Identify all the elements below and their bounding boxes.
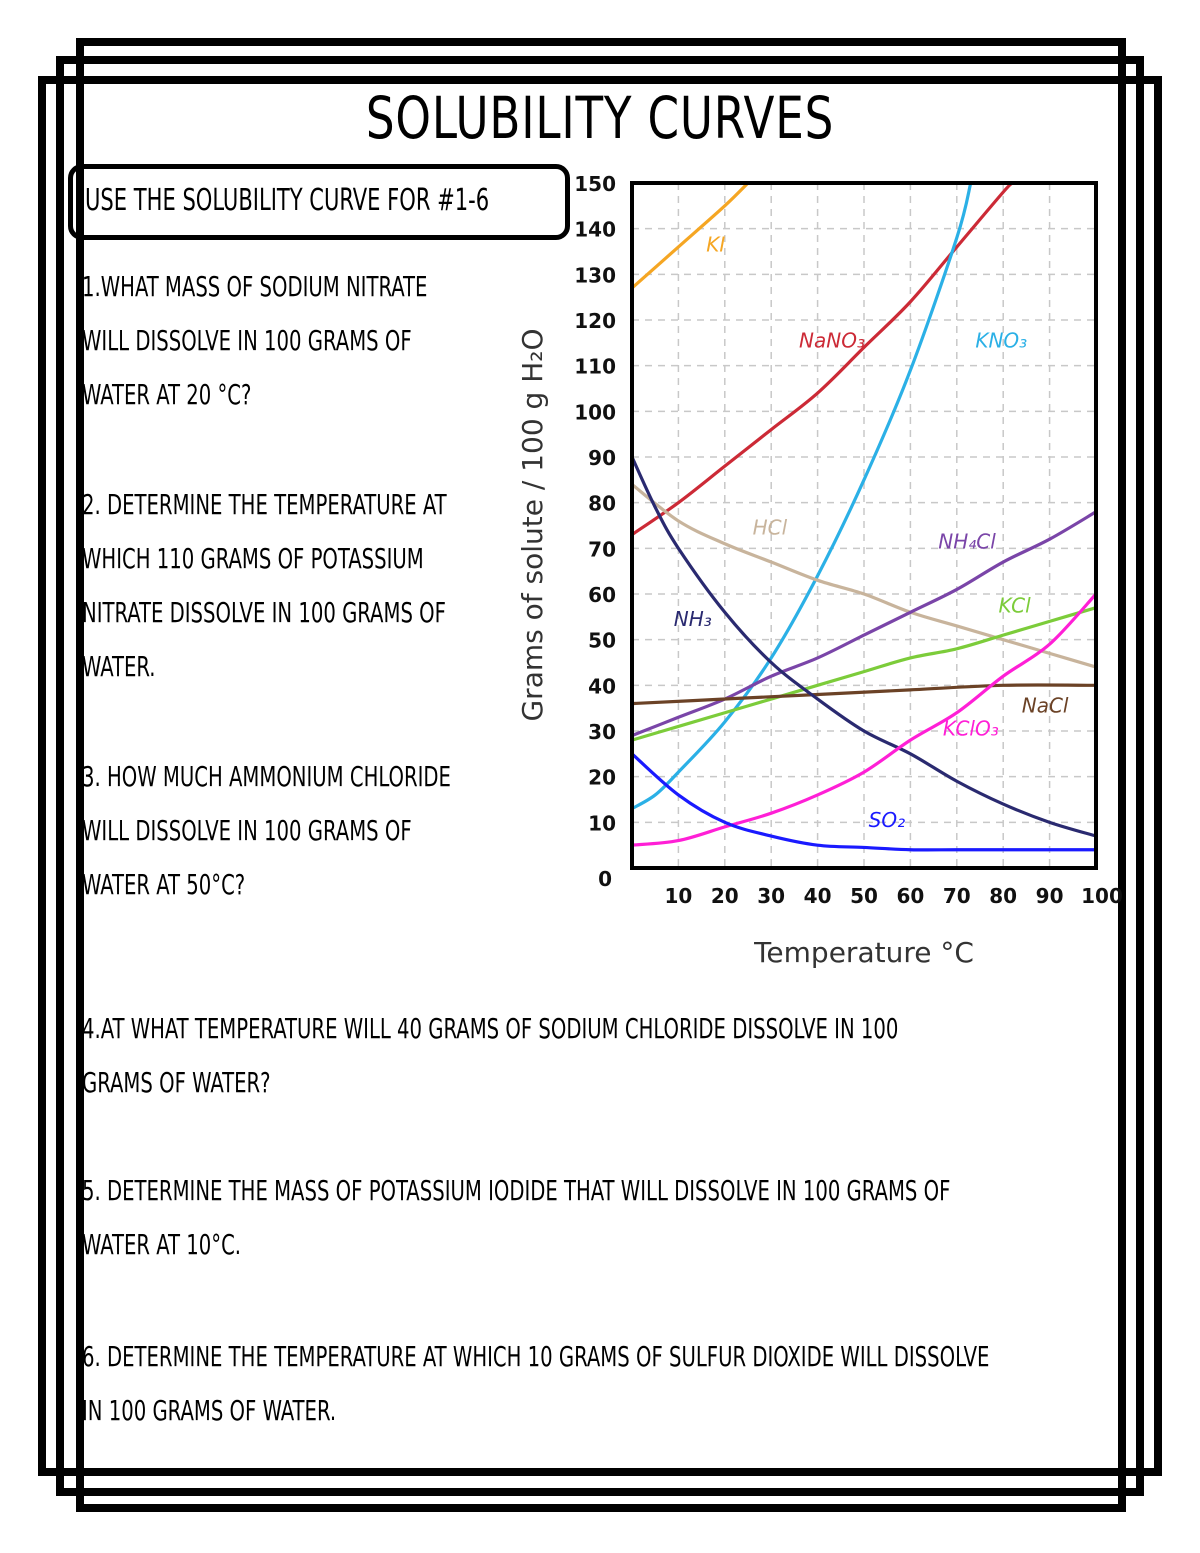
chart-curves — [630, 181, 1098, 852]
question-line: IN 100 GRAMS OF WATER. — [82, 1394, 337, 1427]
y-axis-label: Grams of solute / 100 g H₂O — [516, 328, 549, 721]
x-tick-label: 70 — [943, 884, 971, 908]
question-line: WATER AT 20 °C? — [82, 378, 252, 411]
question-line: WILL DISSOLVE IN 100 GRAMS OF — [82, 814, 412, 847]
question-line: GRAMS OF WATER? — [82, 1066, 271, 1099]
question-line: WHICH 110 GRAMS OF POTASSIUM — [82, 542, 424, 575]
question-line: NITRATE DISSOLVE IN 100 GRAMS OF — [82, 596, 446, 629]
label-nano: NaNO₃ — [799, 328, 865, 352]
curve-kcl — [630, 606, 1098, 742]
y-tick-label: 30 — [588, 720, 616, 744]
y-tick-label: 0 — [598, 867, 612, 891]
label-nacl: NaCl — [1022, 694, 1069, 718]
y-tick-label: 40 — [588, 674, 616, 698]
curve-kno — [630, 181, 973, 811]
question-line: 2. DETERMINE THE TEMPERATURE AT — [82, 488, 447, 521]
instruction-box: USE THE SOLUBILITY CURVE FOR #1-6 — [68, 164, 570, 240]
question-3: 3. HOW MUCH AMMONIUM CHLORIDE WILL DISSO… — [82, 750, 451, 912]
question-line: WILL DISSOLVE IN 100 GRAMS OF — [82, 324, 412, 357]
instruction-text: USE THE SOLUBILITY CURVE FOR #1-6 — [85, 183, 490, 218]
y-tick-label: 20 — [588, 766, 616, 790]
question-line: 1.WHAT MASS OF SODIUM NITRATE — [82, 270, 428, 303]
label-nhcl: NH₄Cl — [938, 529, 996, 553]
y-tick-label: 10 — [588, 811, 616, 835]
x-tick-label: 50 — [850, 884, 878, 908]
y-tick-label: 80 — [588, 492, 616, 516]
label-kclo: KClO₃ — [943, 717, 999, 741]
chart-series-labels: KI NaNO₃ KNO₃ HCl NH₄Cl KCl NaCl NH₃ KClO₃ SO₂ — [674, 233, 1069, 832]
label-so: SO₂ — [869, 808, 905, 832]
curve-nhcl — [630, 510, 1098, 738]
x-tick-label: 80 — [989, 884, 1017, 908]
question-line: 3. HOW MUCH AMMONIUM CHLORIDE — [82, 760, 451, 793]
curve-so — [630, 752, 1098, 852]
solubility-chart: KI NaNO₃ KNO₃ HCl NH₄Cl KCl NaCl NH₃ KClO₃ SO₂ 0 1… — [516, 172, 1123, 969]
question-2: 2. DETERMINE THE TEMPERATURE AT WHICH 11… — [82, 478, 447, 694]
question-6: 6. DETERMINE THE TEMPERATURE AT WHICH 10… — [82, 1330, 989, 1438]
question-line: 6. DETERMINE THE TEMPERATURE AT WHICH 10… — [82, 1340, 990, 1373]
x-tick-label: 20 — [711, 884, 739, 908]
label-nh: NH₃ — [674, 607, 712, 631]
label-kno: KNO₃ — [975, 328, 1027, 352]
page-border-inner — [38, 76, 1162, 1476]
curve-hcl — [630, 482, 1098, 669]
y-tick-label: 140 — [574, 218, 616, 242]
curve-nacl — [630, 683, 1098, 706]
question-5: 5. DETERMINE THE MASS OF POTASSIUM IODID… — [82, 1164, 950, 1272]
x-tick-label: 30 — [757, 884, 785, 908]
x-tick-label: 40 — [804, 884, 832, 908]
question-1: 1.WHAT MASS OF SODIUM NITRATE WILL DISSO… — [82, 260, 427, 422]
label-hcl: HCl — [753, 516, 788, 540]
question-line: WATER AT 50°C? — [82, 868, 246, 901]
y-tick-label: 50 — [588, 629, 616, 653]
y-tick-label: 60 — [588, 583, 616, 607]
curve-kclo — [630, 592, 1098, 847]
question-line: 5. DETERMINE THE MASS OF POTASSIUM IODID… — [82, 1174, 951, 1207]
x-tick-label: 100 — [1081, 884, 1123, 908]
label-ki: KI — [706, 233, 725, 257]
curve-nh — [630, 455, 1098, 838]
plot-frame — [630, 181, 1098, 870]
question-4: 4.AT WHAT TEMPERATURE WILL 40 GRAMS OF S… — [82, 1002, 898, 1110]
x-tick-label: 90 — [1036, 884, 1064, 908]
y-axis-ticks: 0 10 20 30 40 50 60 70 80 90 100 110 120 130 140 150 — [574, 172, 616, 891]
x-axis-ticks: 10 20 30 40 50 60 70 80 90 100 — [664, 884, 1122, 908]
curve-ki — [630, 181, 750, 290]
x-tick-label: 10 — [664, 884, 692, 908]
page-border-outer — [76, 38, 1126, 1512]
y-tick-label: 90 — [588, 446, 616, 470]
page-border-middle — [56, 56, 1144, 1496]
question-line: 4.AT WHAT TEMPERATURE WILL 40 GRAMS OF S… — [82, 1012, 899, 1045]
y-tick-label: 100 — [574, 400, 616, 424]
label-kcl: KCl — [999, 593, 1032, 617]
y-tick-label: 70 — [588, 537, 616, 561]
chart-grid — [632, 183, 1096, 868]
question-line: WATER. — [82, 650, 156, 683]
page-title: SOLUBILITY CURVES — [365, 84, 835, 152]
y-tick-label: 120 — [574, 309, 616, 333]
x-axis-label: Temperature °C — [753, 936, 974, 969]
question-line: WATER AT 10°C. — [82, 1228, 242, 1261]
curve-nano — [630, 181, 1015, 537]
y-tick-label: 130 — [574, 263, 616, 287]
x-tick-label: 60 — [896, 884, 924, 908]
y-tick-label: 150 — [574, 172, 616, 196]
y-tick-label: 110 — [574, 355, 616, 379]
